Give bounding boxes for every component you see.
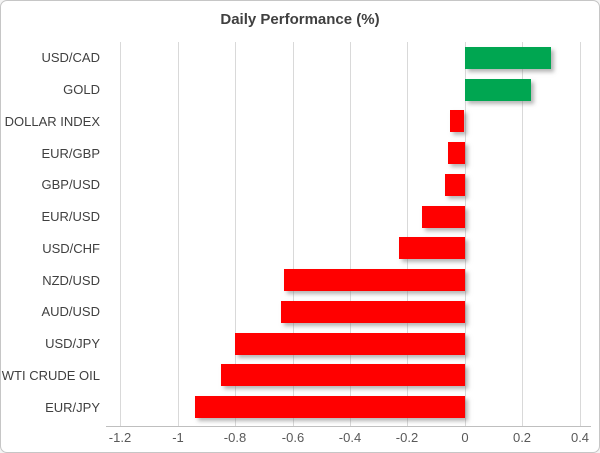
x-tick-label: -1.2 — [108, 430, 132, 445]
gridline — [293, 42, 294, 426]
gridline — [407, 42, 408, 426]
x-tick-label: 0.2 — [512, 430, 532, 445]
category-axis: USD/CAD GOLD DOLLAR INDEX EUR/GBP GBP/USD EUR… — [1, 42, 100, 423]
category-label: GOLD — [63, 82, 100, 98]
plot-area — [106, 42, 591, 426]
bar-nzd-usd — [284, 269, 465, 291]
bar-eur-gbp — [448, 142, 465, 164]
x-tick-label: -0.8 — [223, 430, 247, 445]
category-label: NZD/USD — [42, 272, 100, 288]
gridline — [465, 42, 466, 426]
chart-title: Daily Performance (%) — [220, 11, 380, 28]
gridline — [350, 42, 351, 426]
x-tick-label: -0.6 — [281, 430, 305, 445]
category-label: USD/JPY — [45, 336, 100, 352]
x-tick-label: 0.4 — [570, 430, 590, 445]
x-axis-line — [106, 426, 591, 427]
bar-gbp-usd — [445, 174, 465, 196]
bar-gold — [465, 79, 531, 101]
bar-usd-jpy — [235, 333, 465, 355]
category-label: AUD/USD — [41, 304, 100, 320]
x-tick-label: 0 — [461, 430, 469, 445]
category-label: EUR/USD — [41, 209, 100, 225]
gridline — [120, 42, 121, 426]
x-tick-label: -0.4 — [338, 430, 362, 445]
bar-wti-crude-oil — [221, 364, 465, 386]
bar-aud-usd — [281, 301, 465, 323]
category-label: USD/CAD — [41, 50, 100, 66]
gridline — [522, 42, 523, 426]
x-tick-label: -1 — [172, 430, 184, 445]
category-label: GBP/USD — [41, 177, 100, 193]
category-label: DOLLAR INDEX — [4, 113, 100, 129]
bar-eur-usd — [422, 206, 465, 228]
bar-usd-chf — [399, 237, 465, 259]
category-label: EUR/JPY — [45, 399, 100, 415]
gridline — [235, 42, 236, 426]
x-tick-label: -0.2 — [395, 430, 419, 445]
x-axis-tick-labels: -1.2 -1 -0.8 -0.6 -0.4 -0.2 0 0.2 0.4 — [106, 430, 591, 448]
bar-usd-cad — [465, 47, 551, 69]
category-label: EUR/GBP — [41, 145, 100, 161]
category-label: WTI CRUDE OIL — [1, 367, 100, 383]
bar-dollar-index — [450, 110, 464, 132]
gridline — [178, 42, 179, 426]
gridline — [580, 42, 581, 426]
category-label: USD/CHF — [42, 240, 100, 256]
bar-eur-jpy — [195, 396, 465, 418]
